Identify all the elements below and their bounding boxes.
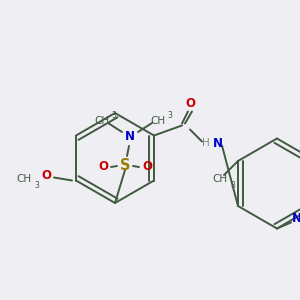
Text: CH: CH [94, 116, 110, 126]
Text: 3: 3 [112, 110, 116, 119]
Text: O: O [185, 97, 195, 110]
Text: CH: CH [212, 174, 228, 184]
Text: O: O [98, 160, 108, 173]
Text: O: O [41, 169, 51, 182]
Text: N: N [292, 212, 300, 225]
Text: H: H [202, 139, 210, 148]
Text: S: S [120, 158, 130, 172]
Text: CH: CH [16, 175, 32, 184]
Text: 3: 3 [168, 110, 172, 119]
Text: N: N [125, 130, 135, 143]
Text: 3: 3 [231, 181, 236, 190]
Text: O: O [142, 160, 152, 173]
Text: N: N [213, 137, 223, 150]
Text: 3: 3 [34, 181, 40, 190]
Text: CH: CH [150, 116, 166, 126]
